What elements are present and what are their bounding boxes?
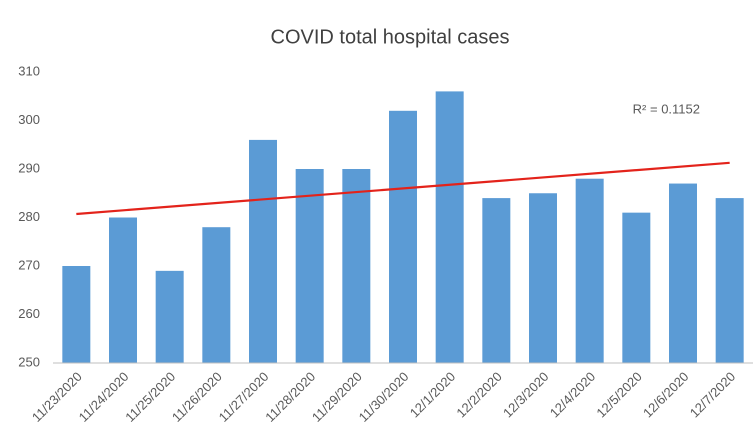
- trendline-annotation: R² = 0.1152: [633, 101, 700, 116]
- y-tick-label: 290: [18, 160, 40, 175]
- bar: [155, 270, 184, 363]
- bar: [622, 212, 651, 363]
- y-tick-label: 270: [18, 257, 40, 272]
- y-tick-label: 260: [18, 306, 40, 321]
- bar: [295, 169, 324, 363]
- bar: [109, 217, 137, 363]
- y-tick-label: 310: [18, 63, 40, 78]
- bar: [715, 198, 744, 363]
- bar: [389, 110, 417, 363]
- bar: [62, 266, 91, 363]
- bar: [435, 91, 464, 364]
- y-tick-label: 250: [18, 354, 40, 369]
- bar: [575, 178, 604, 363]
- y-tick-label: 300: [18, 112, 40, 127]
- y-tick-label: 280: [18, 209, 40, 224]
- bar: [202, 227, 231, 363]
- trend-line: [76, 161, 730, 216]
- bar: [529, 193, 557, 363]
- bar: [482, 198, 511, 363]
- bar: [669, 183, 697, 363]
- chart-title: COVID total hospital cases: [271, 26, 510, 48]
- bar: [249, 139, 277, 363]
- bar: [342, 169, 371, 363]
